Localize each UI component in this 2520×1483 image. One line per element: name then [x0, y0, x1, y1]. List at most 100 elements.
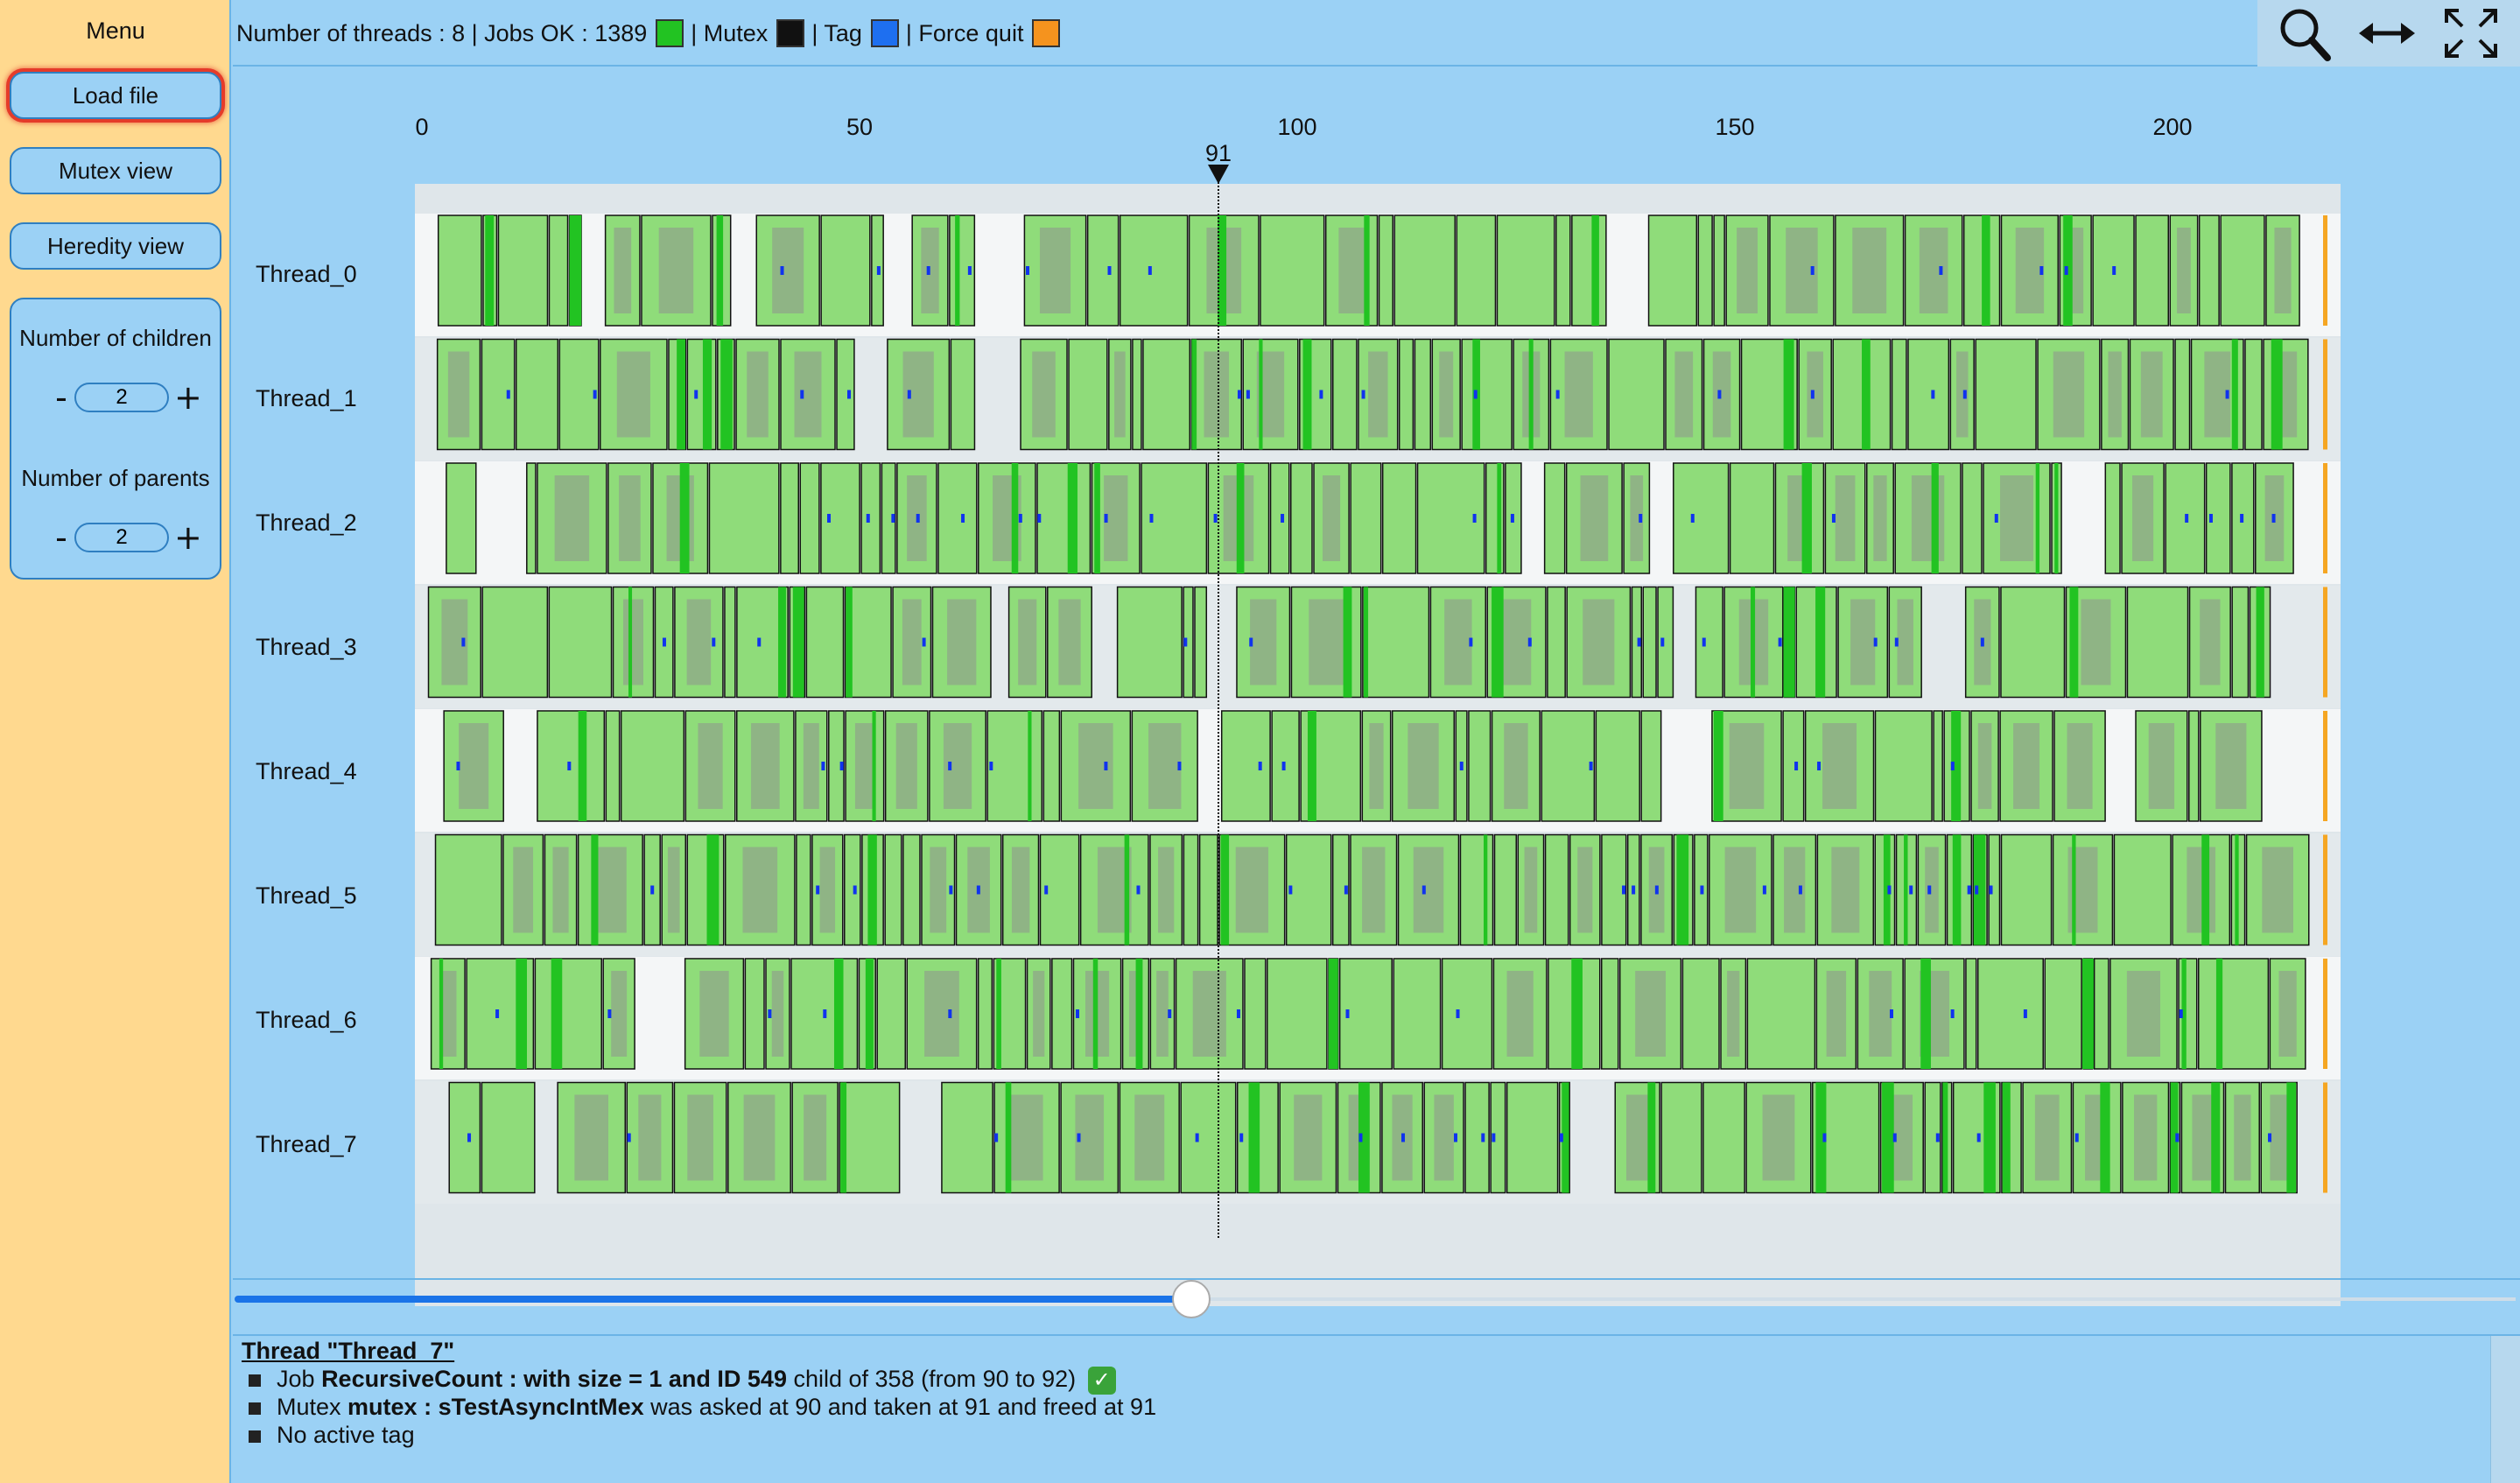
- job-block[interactable]: [686, 833, 725, 946]
- job-block[interactable]: [1269, 462, 1290, 574]
- job-block[interactable]: [2092, 214, 2135, 327]
- job-block[interactable]: [744, 958, 765, 1070]
- job-block[interactable]: [1824, 462, 1866, 574]
- job-block[interactable]: [1461, 338, 1513, 451]
- job-block[interactable]: [1907, 338, 1950, 451]
- job-block[interactable]: [1547, 586, 1566, 699]
- job-block[interactable]: [1983, 462, 2051, 574]
- job-block[interactable]: [2263, 338, 2309, 451]
- job-block[interactable]: [1711, 710, 1782, 822]
- time-cursor-arrow-icon[interactable]: [1208, 165, 1229, 184]
- job-block[interactable]: [1132, 338, 1142, 451]
- job-block[interactable]: [2197, 958, 2270, 1070]
- job-block[interactable]: [2205, 462, 2231, 574]
- job-block[interactable]: [2169, 214, 2199, 327]
- job-block[interactable]: [534, 958, 602, 1070]
- job-block[interactable]: [1681, 958, 1720, 1070]
- job-block[interactable]: [2230, 833, 2246, 946]
- job-block[interactable]: [2178, 958, 2198, 1070]
- job-block[interactable]: [2180, 1081, 2225, 1194]
- job-block[interactable]: [1381, 462, 1417, 574]
- job-block[interactable]: [941, 1081, 993, 1194]
- job-block[interactable]: [1943, 710, 1970, 822]
- job-block[interactable]: [1358, 338, 1399, 451]
- job-block[interactable]: [1423, 1081, 1464, 1194]
- job-block[interactable]: [1378, 214, 1394, 327]
- job-block[interactable]: [2109, 958, 2178, 1070]
- job-block[interactable]: [780, 338, 836, 451]
- job-block[interactable]: [1725, 214, 1769, 327]
- job-block[interactable]: [2260, 1081, 2298, 1194]
- job-block[interactable]: [1431, 338, 1461, 451]
- job-block[interactable]: [902, 833, 921, 946]
- job-block[interactable]: [1068, 338, 1108, 451]
- job-block[interactable]: [1941, 1081, 1953, 1194]
- job-block[interactable]: [2135, 214, 2170, 327]
- job-block[interactable]: [1007, 586, 1047, 699]
- job-block[interactable]: [1051, 958, 1073, 1070]
- job-block[interactable]: [871, 214, 884, 327]
- job-block[interactable]: [1723, 586, 1784, 699]
- job-block[interactable]: [437, 214, 482, 327]
- job-block[interactable]: [537, 710, 606, 822]
- job-block[interactable]: [2113, 833, 2172, 946]
- job-block[interactable]: [1865, 462, 1894, 574]
- job-block[interactable]: [1464, 1081, 1490, 1194]
- job-block[interactable]: [1565, 462, 1623, 574]
- job-block[interactable]: [2093, 958, 2109, 1070]
- job-block[interactable]: [2172, 833, 2231, 946]
- job-block[interactable]: [2072, 1081, 2122, 1194]
- job-block[interactable]: [1601, 833, 1627, 946]
- job-block[interactable]: [2022, 1081, 2073, 1194]
- job-block[interactable]: [448, 1081, 481, 1194]
- job-block[interactable]: [1242, 338, 1299, 451]
- job-block[interactable]: [1571, 214, 1607, 327]
- job-block[interactable]: [2122, 1081, 2170, 1194]
- job-block[interactable]: [1285, 833, 1332, 946]
- job-block[interactable]: [430, 958, 466, 1070]
- job-block[interactable]: [502, 833, 544, 946]
- job-block[interactable]: [993, 1081, 1060, 1194]
- job-block[interactable]: [1631, 586, 1642, 699]
- job-block[interactable]: [993, 958, 1027, 1070]
- job-block[interactable]: [1970, 710, 1999, 822]
- job-block[interactable]: [1812, 1081, 1880, 1194]
- job-block[interactable]: [1072, 958, 1122, 1070]
- job-block[interactable]: [2245, 833, 2310, 946]
- job-block[interactable]: [1595, 710, 1640, 822]
- slider-track[interactable]: [1192, 1297, 2516, 1301]
- job-block[interactable]: [1131, 710, 1198, 822]
- job-block[interactable]: [1331, 338, 1358, 451]
- job-block[interactable]: [2244, 338, 2263, 451]
- job-block[interactable]: [481, 338, 516, 451]
- parents-decrement-button[interactable]: -: [48, 520, 74, 555]
- job-block[interactable]: [1857, 958, 1904, 1070]
- job-block[interactable]: [1116, 586, 1183, 699]
- job-block[interactable]: [1183, 586, 1194, 699]
- job-block[interactable]: [1236, 586, 1291, 699]
- job-block[interactable]: [1600, 958, 1619, 1070]
- job-block[interactable]: [2000, 214, 2060, 327]
- job-block[interactable]: [2224, 1081, 2260, 1194]
- job-block[interactable]: [820, 462, 860, 574]
- job-block[interactable]: [1543, 462, 1566, 574]
- job-block[interactable]: [1544, 833, 1569, 946]
- job-block[interactable]: [1774, 462, 1825, 574]
- job-block[interactable]: [1874, 710, 1933, 822]
- job-block[interactable]: [884, 833, 902, 946]
- job-block[interactable]: [641, 214, 712, 327]
- job-block[interactable]: [599, 338, 668, 451]
- heredity-view-button[interactable]: Heredity view: [10, 222, 221, 270]
- mutex-view-button[interactable]: Mutex view: [10, 147, 221, 194]
- job-block[interactable]: [2269, 958, 2306, 1070]
- job-block[interactable]: [1429, 586, 1487, 699]
- job-block[interactable]: [858, 958, 876, 1070]
- job-block[interactable]: [1313, 462, 1350, 574]
- job-block[interactable]: [1266, 958, 1328, 1070]
- children-decrement-button[interactable]: -: [48, 380, 74, 415]
- job-block[interactable]: [2174, 338, 2191, 451]
- job-block[interactable]: [2165, 462, 2206, 574]
- job-block[interactable]: [1086, 214, 1120, 327]
- job-block[interactable]: [844, 586, 892, 699]
- job-block[interactable]: [1541, 710, 1596, 822]
